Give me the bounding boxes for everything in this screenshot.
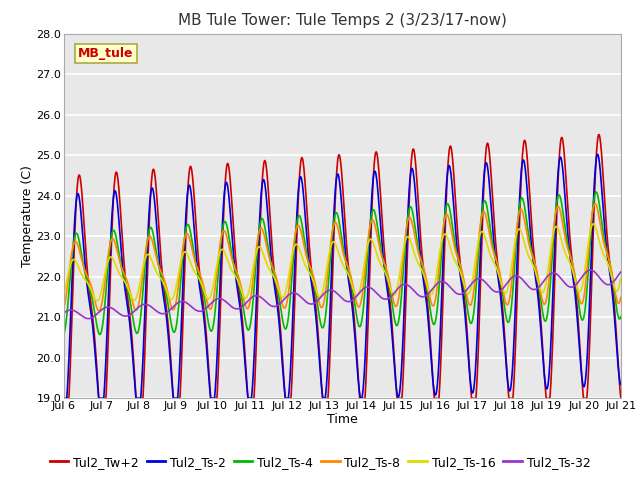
Tul2_Ts-2 (502, 354, 509, 360)
Tul2_Ts-2 (594, 152, 602, 157)
Line: Tul2_Tw+2: Tul2_Tw+2 (64, 134, 621, 398)
Tul2_Tw+2 (595, 132, 603, 137)
Tul2_Ts-32 (551, 270, 559, 276)
Tul2_Tw+2 (246, 396, 254, 401)
Tul2_Tw+2 (184, 187, 191, 192)
Tul2_Ts-4 (246, 321, 254, 327)
Tul2_Tw+2 (429, 374, 436, 380)
Tul2_Ts-2 (551, 242, 559, 248)
Tul2_Ts-16 (589, 221, 597, 227)
Tul2_Ts-16 (617, 275, 625, 281)
Tul2_Ts-8 (60, 304, 68, 310)
Tul2_Ts-8 (184, 232, 192, 238)
Title: MB Tule Tower: Tule Temps 2 (3/23/17-now): MB Tule Tower: Tule Temps 2 (3/23/17-now… (178, 13, 507, 28)
Tul2_Ts-4 (60, 331, 68, 336)
Tul2_Ts-4 (551, 216, 559, 221)
Tul2_Tw+2 (60, 396, 68, 401)
Tul2_Ts-4 (171, 329, 179, 335)
Tul2_Ts-4 (184, 222, 192, 228)
Line: Tul2_Ts-16: Tul2_Ts-16 (64, 224, 621, 301)
Tul2_Ts-8 (617, 295, 625, 300)
Tul2_Ts-32 (617, 269, 625, 275)
Tul2_Ts-4 (429, 321, 437, 326)
Line: Tul2_Ts-4: Tul2_Ts-4 (64, 192, 621, 335)
Tul2_Ts-32 (60, 310, 68, 316)
Line: Tul2_Ts-8: Tul2_Ts-8 (64, 204, 621, 311)
Tul2_Ts-2 (170, 396, 178, 401)
Tul2_Ts-8 (429, 303, 437, 309)
Line: Tul2_Ts-32: Tul2_Ts-32 (64, 270, 621, 319)
Tul2_Ts-2 (429, 376, 436, 382)
Tul2_Ts-16 (184, 253, 192, 259)
Tul2_Tw+2 (502, 346, 509, 352)
Tul2_Ts-4 (502, 313, 509, 319)
Tul2_Ts-16 (246, 281, 254, 287)
Tul2_Ts-16 (60, 291, 68, 297)
Y-axis label: Temperature (C): Temperature (C) (20, 165, 33, 267)
Tul2_Ts-32 (586, 267, 594, 273)
Tul2_Ts-8 (591, 201, 599, 206)
Tul2_Ts-16 (171, 290, 179, 296)
Tul2_Ts-2 (60, 396, 68, 401)
Tul2_Ts-16 (502, 290, 509, 296)
Tul2_Ts-4 (592, 189, 600, 195)
Legend: Tul2_Tw+2, Tul2_Ts-2, Tul2_Ts-4, Tul2_Ts-8, Tul2_Ts-16, Tul2_Ts-32: Tul2_Tw+2, Tul2_Ts-2, Tul2_Ts-4, Tul2_Ts… (45, 451, 595, 474)
Tul2_Ts-2 (246, 396, 254, 401)
Tul2_Ts-32 (171, 302, 179, 308)
Tul2_Ts-8 (551, 214, 559, 220)
Tul2_Ts-32 (84, 316, 92, 322)
Tul2_Ts-32 (502, 282, 509, 288)
Tul2_Ts-2 (184, 188, 191, 193)
X-axis label: Time: Time (327, 413, 358, 426)
Tul2_Tw+2 (617, 395, 625, 401)
Tul2_Ts-16 (429, 289, 437, 295)
Tul2_Ts-16 (551, 225, 559, 230)
Tul2_Tw+2 (170, 396, 178, 401)
Tul2_Ts-8 (246, 297, 254, 302)
Tul2_Ts-8 (95, 308, 102, 314)
Tul2_Ts-32 (184, 301, 192, 307)
Tul2_Ts-4 (617, 314, 625, 320)
Tul2_Ts-4 (96, 332, 104, 337)
Tul2_Ts-8 (171, 305, 179, 311)
Tul2_Ts-16 (93, 298, 100, 304)
Line: Tul2_Ts-2: Tul2_Ts-2 (64, 155, 621, 398)
Tul2_Ts-32 (429, 285, 437, 291)
Tul2_Tw+2 (551, 279, 559, 285)
Text: MB_tule: MB_tule (78, 48, 133, 60)
Tul2_Ts-32 (246, 296, 254, 301)
Tul2_Ts-8 (502, 300, 509, 306)
Tul2_Ts-2 (617, 382, 625, 387)
